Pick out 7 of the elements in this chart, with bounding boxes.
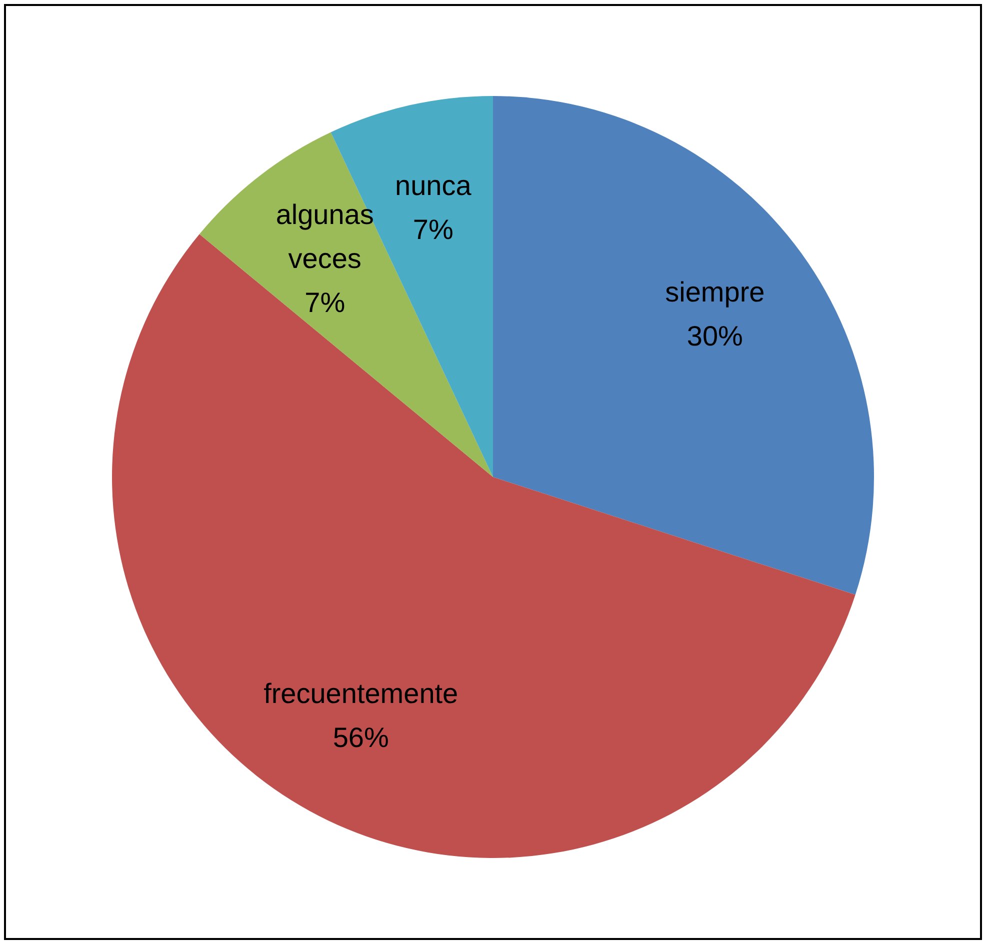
slice-label: frecuentemente [264, 678, 458, 710]
data-label: 56% [332, 722, 389, 754]
data-label: 7% [412, 214, 454, 246]
data-label: 30% [686, 320, 743, 352]
slice-label: nunca [395, 170, 472, 202]
data-label: 7% [304, 286, 346, 318]
slice-label: siempre [665, 276, 765, 308]
